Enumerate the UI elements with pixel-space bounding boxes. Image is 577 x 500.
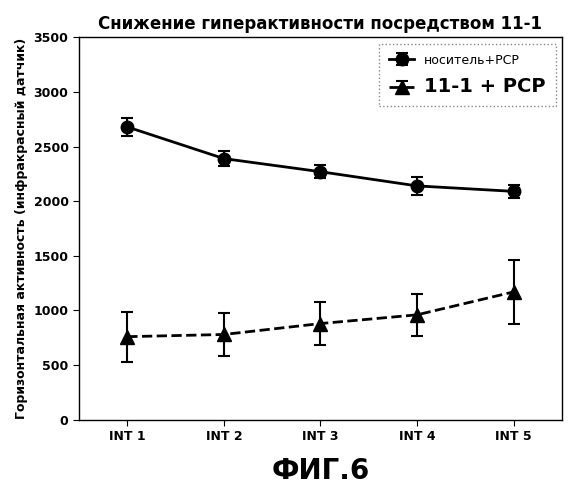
- Title: Снижение гиперактивности посредством 11-1: Снижение гиперактивности посредством 11-…: [99, 15, 542, 33]
- Y-axis label: Горизонтальная активность (инфракрасный датчик): Горизонтальная активность (инфракрасный …: [15, 38, 28, 419]
- X-axis label: ФИГ.6: ФИГ.6: [271, 457, 370, 485]
- Legend: носитель+РСР, 11-1 + РСР: носитель+РСР, 11-1 + РСР: [379, 44, 556, 106]
